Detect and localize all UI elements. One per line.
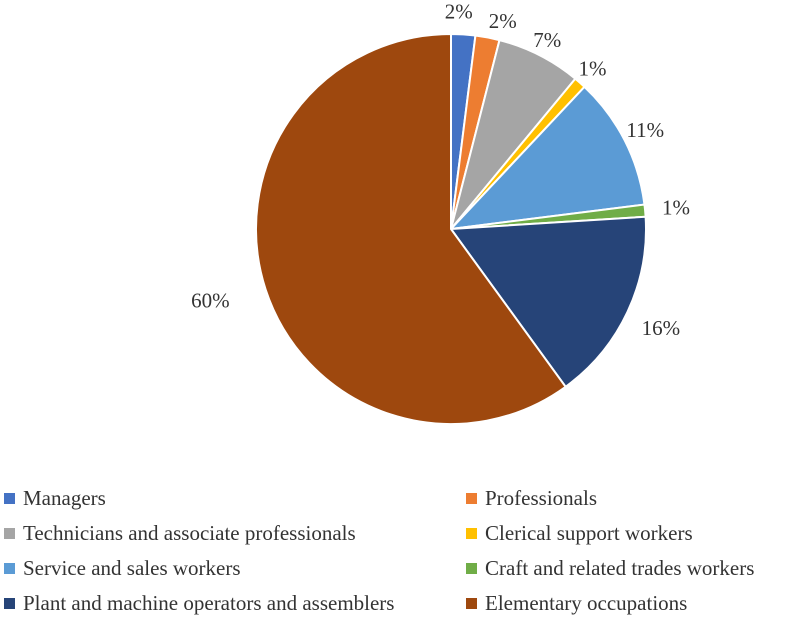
chart-legend: Managers Professionals Technicians and ass… bbox=[4, 484, 789, 618]
legend-item-clerical-support-workers: Clerical support workers bbox=[466, 519, 789, 548]
legend-item-elementary-occupations: Elementary occupations bbox=[466, 589, 789, 618]
legend-item-craft-and-related-trades-workers: Craft and related trades workers bbox=[466, 554, 789, 583]
data-label-managers: 2% bbox=[445, 0, 473, 23]
data-label-elementary-occupations: 60% bbox=[191, 289, 230, 313]
legend-item-plant-and-machine-operators-and-assemblers: Plant and machine operators and assemble… bbox=[4, 589, 466, 618]
legend-label: Clerical support workers bbox=[485, 521, 693, 545]
legend-swatch bbox=[4, 563, 15, 574]
legend-swatch bbox=[466, 563, 477, 574]
data-label-service-and-sales-workers: 11% bbox=[626, 118, 664, 142]
pie-slice-elementary-occupations bbox=[255, 32, 568, 425]
legend-item-technicians-and-associate-professionals: Technicians and associate professionals bbox=[4, 519, 466, 548]
data-label-technicians-and-associate-professionals: 7% bbox=[533, 28, 561, 52]
legend-swatch bbox=[466, 598, 477, 609]
legend-item-professionals: Professionals bbox=[466, 484, 789, 513]
legend-label: Elementary occupations bbox=[485, 591, 688, 615]
pie-slices bbox=[255, 32, 647, 425]
legend-label: Craft and related trades workers bbox=[485, 556, 755, 580]
legend-item-managers: Managers bbox=[4, 484, 466, 513]
legend-swatch bbox=[4, 493, 15, 504]
data-label-plant-and-machine-operators-and-assemblers: 16% bbox=[642, 316, 681, 340]
legend-swatch bbox=[466, 528, 477, 539]
data-label-craft-and-related-trades-workers: 1% bbox=[662, 196, 690, 220]
legend-label: Service and sales workers bbox=[23, 556, 241, 580]
legend-label: Managers bbox=[23, 486, 106, 510]
legend-label: Technicians and associate professionals bbox=[23, 521, 356, 545]
legend-swatch bbox=[4, 598, 15, 609]
legend-swatch bbox=[466, 493, 477, 504]
pie-slice-service-and-sales-workers bbox=[448, 85, 646, 231]
legend-label: Professionals bbox=[485, 486, 597, 510]
legend-swatch bbox=[4, 528, 15, 539]
legend-item-service-and-sales-workers: Service and sales workers bbox=[4, 554, 466, 583]
legend-label: Plant and machine operators and assemble… bbox=[23, 591, 395, 615]
pie-data-labels: 2% 2% 7% 1% 11% 1% 16% 60% bbox=[191, 0, 690, 340]
pie-plot-area: 2% 2% 7% 1% 11% 1% 16% 60% bbox=[191, 0, 690, 425]
data-label-clerical-support-workers: 1% bbox=[579, 56, 607, 80]
data-label-professionals: 2% bbox=[489, 9, 517, 33]
pie-slice-plant-and-machine-operators-and-assemblers bbox=[449, 215, 647, 389]
